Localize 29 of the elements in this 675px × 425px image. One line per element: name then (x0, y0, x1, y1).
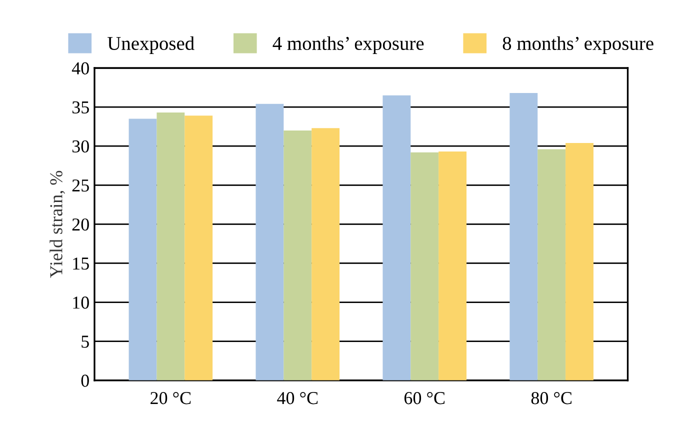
legend-label: 8 months’ exposure (502, 36, 654, 54)
y-tick-label: 15 (73, 258, 89, 270)
bar (538, 149, 566, 380)
y-tick-label: 35 (72, 101, 89, 114)
bar (284, 130, 312, 380)
y-tick-label: 5 (82, 336, 89, 348)
bar (382, 95, 411, 380)
y-tick-label: 40 (72, 62, 89, 74)
x-tick-label: 80 °C (531, 392, 572, 404)
bar (128, 118, 157, 380)
legend-label: Unexposed (108, 36, 194, 54)
bar (566, 142, 594, 380)
legend-label: 4 months’ exposure (272, 36, 424, 54)
bar (410, 152, 439, 380)
y-tick-label: 30 (72, 140, 89, 153)
bar (156, 112, 185, 380)
x-tick-label: 40 °C (277, 392, 318, 404)
bar (184, 116, 213, 380)
y-tick-label: 10 (73, 296, 89, 309)
bar (256, 104, 284, 380)
x-tick-label: 20 °C (150, 392, 191, 404)
y-tick-label: 0 (81, 374, 89, 387)
y-tick-label: 20 (72, 218, 89, 231)
y-tick-label: 25 (72, 179, 89, 192)
bar (510, 92, 538, 380)
bar (312, 128, 340, 380)
y-axis-title: Yield strain, % (50, 170, 65, 278)
bar (438, 152, 467, 380)
x-tick-label: 60 °C (404, 392, 445, 404)
